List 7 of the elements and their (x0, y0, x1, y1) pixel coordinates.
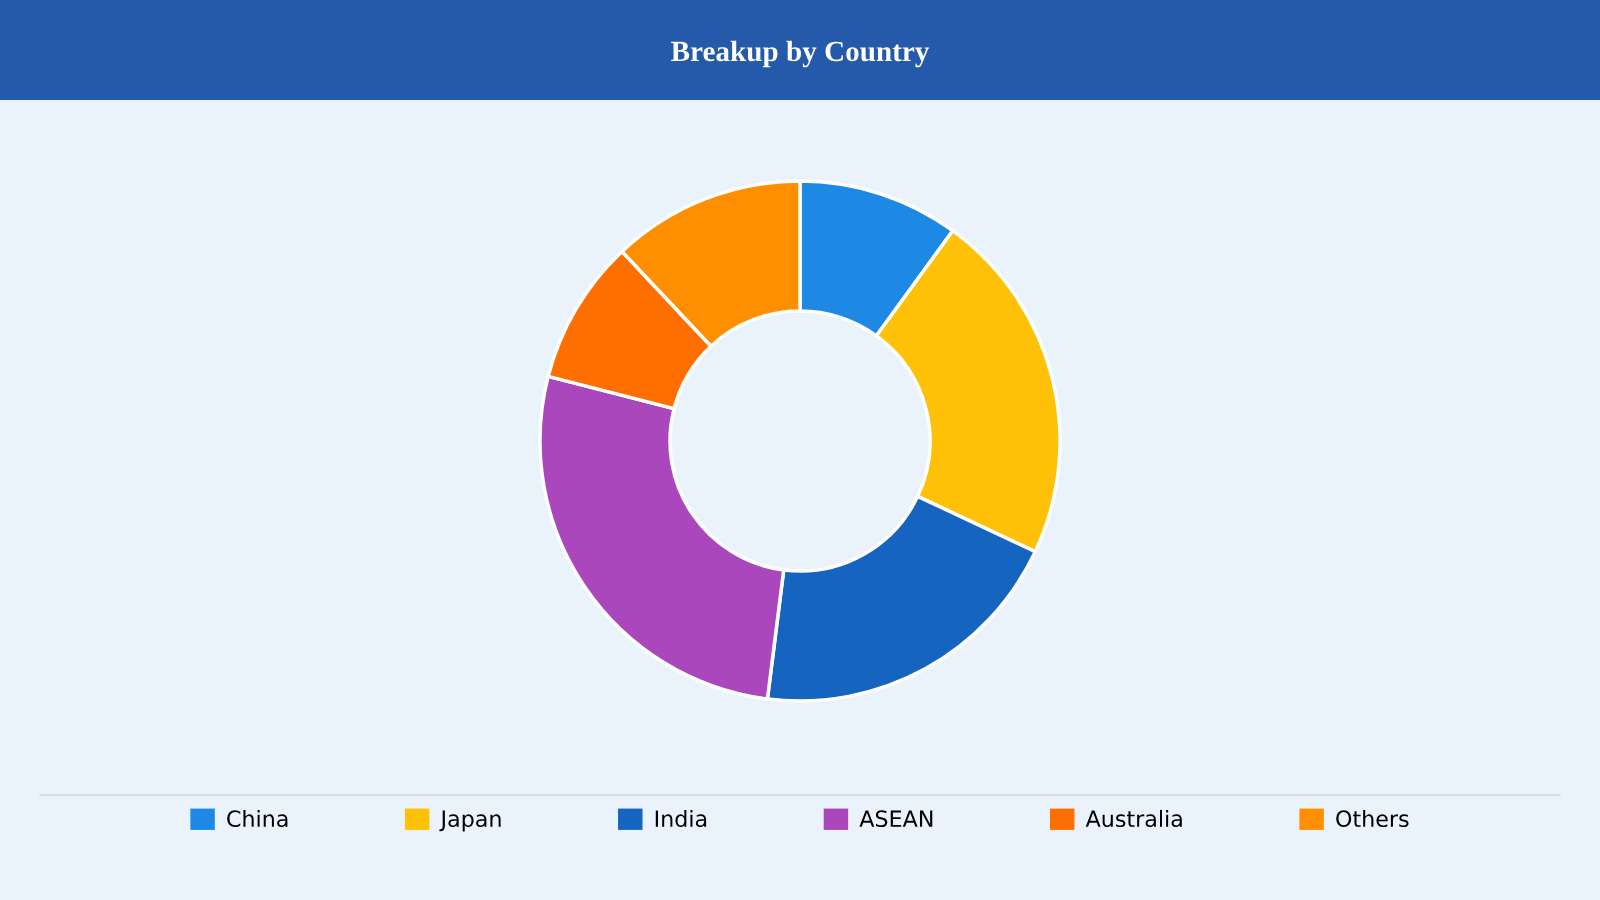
legend-label: China (227, 809, 288, 828)
legend-label: Australia (1085, 809, 1182, 828)
chart-title: Breakup by Country (671, 40, 930, 68)
legend-label: Others (1336, 809, 1409, 828)
legend-label: India (655, 809, 707, 828)
legend-label: Japan (439, 810, 501, 832)
legend-label: ASEAN (859, 810, 933, 828)
